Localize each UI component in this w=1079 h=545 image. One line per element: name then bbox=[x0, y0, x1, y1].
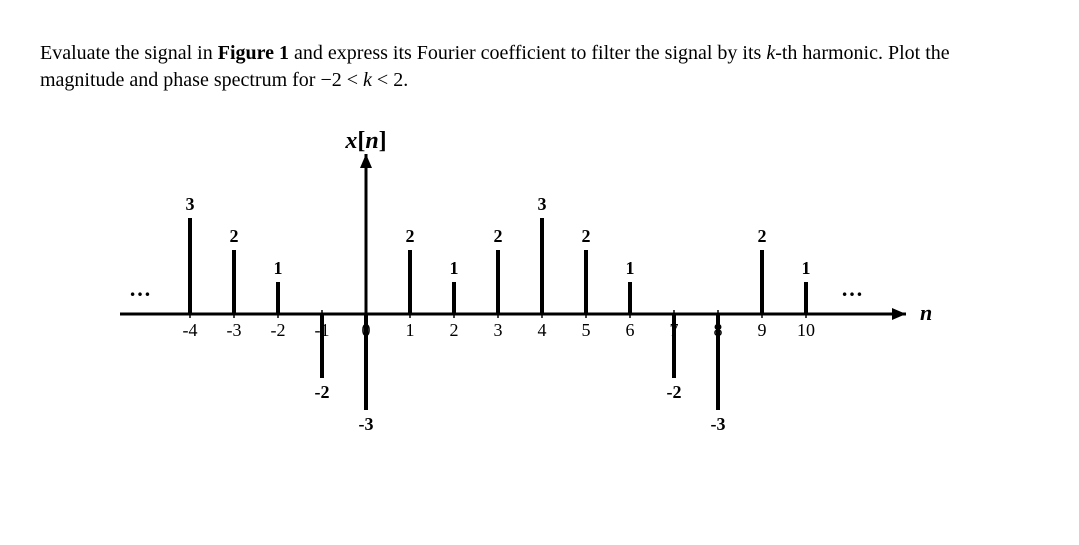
svg-text:…: … bbox=[841, 276, 863, 301]
svg-text:-2: -2 bbox=[270, 320, 285, 340]
q-prefix: Evaluate the signal in bbox=[40, 42, 218, 64]
q-range: −2 < k < 2 bbox=[320, 69, 403, 91]
svg-text:2: 2 bbox=[405, 226, 414, 246]
svg-text:1: 1 bbox=[801, 258, 810, 278]
svg-text:2: 2 bbox=[493, 226, 502, 246]
q-mid: and express its Fourier coefficient to f… bbox=[289, 42, 766, 64]
svg-text:1: 1 bbox=[449, 258, 458, 278]
q-end: . bbox=[403, 69, 408, 91]
svg-text:2: 2 bbox=[581, 226, 590, 246]
svg-text:-4: -4 bbox=[182, 320, 197, 340]
svg-text:7: 7 bbox=[669, 320, 678, 340]
svg-text:5: 5 bbox=[581, 320, 590, 340]
svg-text:x[n]: x[n] bbox=[344, 128, 386, 154]
svg-text:4: 4 bbox=[537, 320, 546, 340]
svg-text:6: 6 bbox=[625, 320, 634, 340]
svg-text:0: 0 bbox=[361, 320, 370, 340]
svg-text:2: 2 bbox=[449, 320, 458, 340]
svg-text:2: 2 bbox=[757, 226, 766, 246]
svg-text:-3: -3 bbox=[710, 414, 725, 434]
svg-text:3: 3 bbox=[185, 194, 194, 214]
svg-text:10: 10 bbox=[797, 320, 815, 340]
svg-text:2: 2 bbox=[229, 226, 238, 246]
svg-text:-3: -3 bbox=[358, 414, 373, 434]
svg-text:-2: -2 bbox=[314, 382, 329, 402]
svg-text:-2: -2 bbox=[666, 382, 681, 402]
q-kth: k bbox=[766, 42, 775, 64]
question-text: Evaluate the signal in Figure 1 and expr… bbox=[40, 40, 1039, 94]
svg-text:1: 1 bbox=[273, 258, 282, 278]
svg-text:-1: -1 bbox=[314, 320, 329, 340]
svg-text:3: 3 bbox=[493, 320, 502, 340]
svg-text:8: 8 bbox=[713, 320, 722, 340]
svg-text:…: … bbox=[129, 276, 151, 301]
stem-plot: n x[n] … … 3 2 1 -2 -3 2 1 2 3 2 1 -2 -3 2 1 -4 -3 -2 -1 0 1 2 3 4 5… bbox=[100, 124, 980, 484]
q-figref: Figure 1 bbox=[218, 42, 289, 64]
svg-text:1: 1 bbox=[405, 320, 414, 340]
svg-text:3: 3 bbox=[537, 194, 546, 214]
figure-container: n x[n] … … 3 2 1 -2 -3 2 1 2 3 2 1 -2 -3 2 1 -4 -3 -2 -1 0 1 2 3 4 5… bbox=[40, 124, 1039, 484]
svg-text:9: 9 bbox=[757, 320, 766, 340]
svg-text:-3: -3 bbox=[226, 320, 241, 340]
svg-text:n: n bbox=[920, 300, 932, 325]
svg-text:1: 1 bbox=[625, 258, 634, 278]
